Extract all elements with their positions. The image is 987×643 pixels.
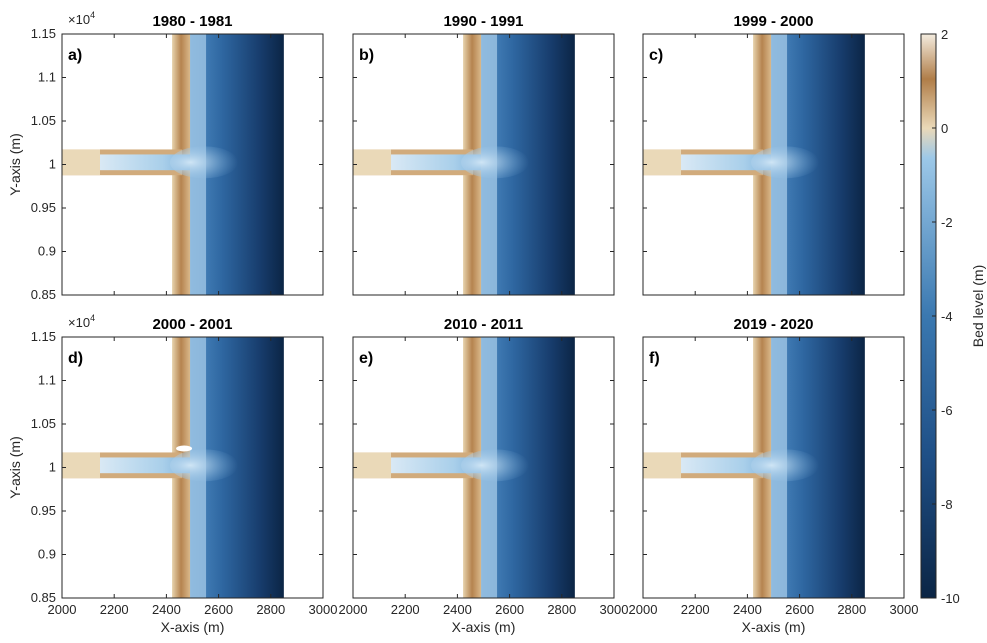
x-tick-label: 2600 [495,602,524,617]
river-plume [461,449,530,482]
colorbar-tick-label: -10 [941,591,960,606]
x-axis-label: X-axis (m) [742,619,806,635]
channel-inlet-sand [643,149,681,176]
panel-label: b) [359,47,374,64]
panel-2: 1990 - 1991 b) [352,13,615,296]
panel-1: 1980 - 1981 a) 1.15 1.1 1.05 1 0.95 0.9 0.85 Y-ax… [7,10,324,302]
colorbar-tick-label: 2 [941,27,948,42]
x-tick-label: 3000 [890,602,919,617]
panel-6: 2019 - 2020 f) 2000 2200 2400 2600 2800 3000 X-a… [629,316,919,635]
river-plume [461,146,530,179]
y-exponent: ×104 [68,313,95,330]
x-tick-label: 2800 [547,602,576,617]
y-tick-label: 0.95 [31,200,56,215]
panel-5: 2010 - 2011 e) 2000 2200 2400 2600 2800 3000 X-a… [339,316,629,635]
y-tick-label: 1.1 [38,373,56,388]
colorbar-tick-label: -8 [941,497,953,512]
channel-water [100,154,191,171]
x-tick-label: 2200 [100,602,129,617]
channel-inlet-sand [353,149,391,176]
panel-title: 2010 - 2011 [444,316,523,333]
river-plume [751,449,820,482]
colorbar-tick-label: -6 [941,403,953,418]
x-tick-label: 2200 [681,602,710,617]
y-tick-label: 0.9 [38,244,56,259]
y-tick-label: 1.05 [31,113,56,128]
channel-water [681,154,772,171]
colorbar-label: Bed level (m) [970,265,986,347]
panel-title: 2000 - 2001 [152,316,232,333]
x-tick-label: 2400 [152,602,181,617]
y-tick-label: 0.9 [38,547,56,562]
x-axis-label: X-axis (m) [161,619,225,635]
panel-title: 1980 - 1981 [152,13,232,30]
panel-title: 2019 - 2020 [733,316,813,333]
x-tick-label: 2600 [204,602,233,617]
channel-inlet-sand [353,452,391,479]
colorbar: 2 0 -2 -4 -6 -8 -10 Bed level (m) [920,27,986,606]
panel-label: c) [649,47,663,64]
y-tick-label: 1.15 [31,329,56,344]
y-axis-label: Y-axis (m) [7,436,23,499]
panel-title: 1999 - 2000 [733,13,813,30]
river-plume [170,146,239,179]
colorbar-tick-label: -4 [941,309,953,324]
channel-water [391,457,482,474]
panel-label: d) [68,350,83,367]
river-plume [170,449,239,482]
channel-inlet-sand [62,149,100,176]
x-tick-label: 2800 [837,602,866,617]
x-tick-label: 3000 [600,602,629,617]
colorbar-tick-label: 0 [941,121,948,136]
channel-water [391,154,482,171]
x-tick-label: 2000 [339,602,368,617]
x-tick-label: 2600 [785,602,814,617]
y-tick-label: 1 [49,460,56,475]
channel-inlet-sand [643,452,681,479]
panel-label: e) [359,350,373,367]
panel-4: 2000 - 2001 d) 1.15 1.1 1.05 1 0.95 0.9 0.852000… [7,313,337,635]
y-tick-label: 0.95 [31,503,56,518]
x-tick-label: 2000 [629,602,658,617]
y-tick-label: 0.85 [31,287,56,302]
river-plume [751,146,820,179]
y-tick-label: 1.15 [31,26,56,41]
breach-spot [176,445,193,452]
x-tick-label: 2400 [733,602,762,617]
panel-grid: 1980 - 1981 a) 1.15 1.1 1.05 1 0.95 0.9 0.85 Y-ax… [7,10,918,635]
y-tick-label: 1.1 [38,70,56,85]
x-tick-label: 2200 [391,602,420,617]
x-tick-label: 3000 [309,602,338,617]
y-tick-label: 0.85 [31,590,56,605]
y-exponent: ×104 [68,10,95,27]
y-axis-label: Y-axis (m) [7,133,23,196]
panel-label: a) [68,47,82,64]
x-tick-label: 2000 [48,602,77,617]
channel-water [100,457,191,474]
y-tick-label: 1 [49,157,56,172]
channel-water [681,457,772,474]
panel-title: 1990 - 1991 [443,13,523,30]
x-tick-label: 2800 [256,602,285,617]
y-tick-label: 1.05 [31,416,56,431]
colorbar-tick-label: -2 [941,215,953,230]
channel-inlet-sand [62,452,100,479]
panel-3: 1999 - 2000 c) [642,13,905,296]
x-axis-label: X-axis (m) [452,619,516,635]
panel-label: f) [649,350,660,367]
x-tick-label: 2400 [443,602,472,617]
